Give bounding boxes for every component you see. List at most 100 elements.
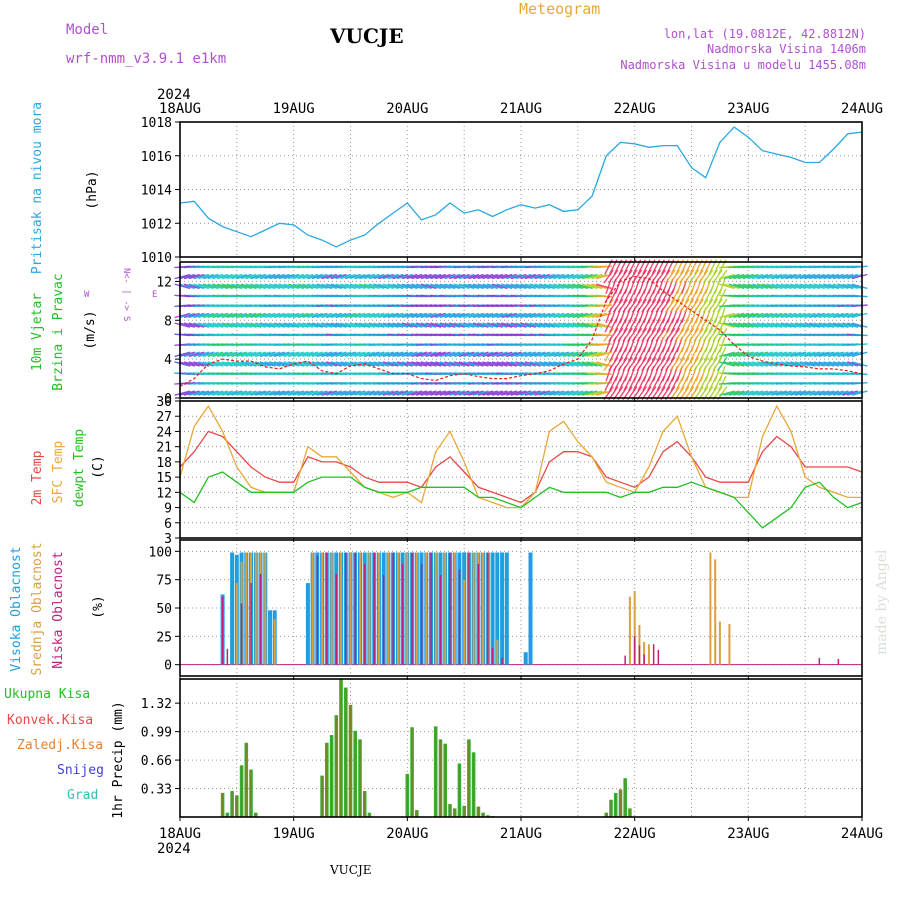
wind-barb xyxy=(828,273,844,280)
cloud-low-bar xyxy=(449,552,451,665)
wind-barb xyxy=(586,273,603,280)
wind-barb xyxy=(368,283,385,290)
wind-barb xyxy=(250,273,267,280)
wind-barb xyxy=(548,322,565,328)
ytick-label: 1018 xyxy=(141,116,172,131)
wind-barb xyxy=(406,351,423,358)
wind-barb xyxy=(766,361,783,367)
ytick-label: 0 xyxy=(164,659,172,674)
precip-conv-bar xyxy=(411,727,413,817)
wind-barb xyxy=(401,322,418,328)
wind-barb xyxy=(302,322,319,328)
wind-barb xyxy=(344,322,361,328)
ytick-label: 1016 xyxy=(141,150,172,165)
wind-barb xyxy=(842,273,859,280)
wind-barb xyxy=(226,322,243,328)
wind-barb xyxy=(832,273,849,280)
wind-barb xyxy=(174,351,191,358)
wind-barb xyxy=(458,390,475,396)
wind-barb xyxy=(757,351,773,358)
cloud-mid-bar xyxy=(633,591,636,665)
wind-barb xyxy=(562,273,579,280)
wind-barb xyxy=(430,322,446,328)
wind-barb xyxy=(738,322,754,328)
cloud-mid-bar xyxy=(482,552,485,665)
wind-barb xyxy=(728,390,745,396)
wind-barb xyxy=(311,390,328,396)
precip-conv-bar xyxy=(416,810,418,817)
wind-barb xyxy=(595,372,612,376)
wind-barb xyxy=(321,322,338,328)
wind-barb xyxy=(174,283,191,290)
precip-conv-bar xyxy=(463,805,465,817)
cloud-mid-bar xyxy=(406,552,409,665)
wind-barb xyxy=(231,361,248,367)
cloud-low-bar xyxy=(250,583,252,665)
wind-barb xyxy=(335,361,352,367)
wind-barb xyxy=(335,322,352,328)
wind-barb xyxy=(444,283,461,290)
wind-barb xyxy=(269,283,285,290)
wind-barb xyxy=(612,298,624,313)
wind-barb xyxy=(496,361,513,367)
wind-barb xyxy=(733,390,750,396)
elevation-label: Nadmorska Visina 1406m xyxy=(707,42,866,56)
wind-barb xyxy=(212,273,229,280)
wind-barb xyxy=(818,390,835,396)
wind-barb xyxy=(198,273,214,280)
wind-barb xyxy=(562,283,579,290)
wind-barb xyxy=(567,390,584,396)
wind-barb xyxy=(444,390,461,396)
precip-conv-bar xyxy=(454,808,456,817)
wind-barb xyxy=(660,357,671,371)
wind-barb xyxy=(747,361,764,367)
wind-barb xyxy=(439,390,456,396)
wind-barb xyxy=(506,351,522,358)
wind-barb xyxy=(591,312,608,319)
wind-barb xyxy=(307,273,323,280)
wind-barb xyxy=(529,273,546,280)
ytick-label: 6 xyxy=(164,517,172,532)
precip-conv-bar xyxy=(364,791,366,817)
wind-barb xyxy=(340,351,357,358)
wind-barb xyxy=(794,361,811,367)
wind-barb xyxy=(688,298,700,313)
wind-barb xyxy=(646,269,657,284)
cloud-label-3: Niska Oblacnost xyxy=(51,551,66,668)
wind-barb xyxy=(790,322,806,328)
wind-barb xyxy=(335,273,352,280)
wind-barb xyxy=(264,322,281,328)
wind-barb xyxy=(193,322,210,328)
wind-barb xyxy=(236,351,252,358)
precip-legend-conv: Konvek.Kisa xyxy=(7,713,93,728)
wind-barb xyxy=(655,269,666,284)
wind-barb xyxy=(188,361,205,367)
wind-barb xyxy=(273,390,290,396)
wind-barb xyxy=(631,327,643,342)
cloud-low-bar xyxy=(624,655,626,665)
wind-barb xyxy=(828,390,844,396)
cloud-low-bar xyxy=(439,575,442,665)
wind-barb xyxy=(818,361,835,367)
wind-barb xyxy=(524,312,541,319)
wind-barb xyxy=(430,361,446,367)
wind-barb xyxy=(406,312,423,319)
cloud-low-bar xyxy=(501,657,503,665)
wind-barb xyxy=(387,273,404,280)
wind-barb xyxy=(397,390,413,396)
wind-barb xyxy=(335,390,352,396)
wind-barb xyxy=(562,390,579,396)
wind-barb xyxy=(416,273,432,280)
wind-barb xyxy=(818,312,835,319)
wind-barb xyxy=(491,283,508,290)
wind-barb xyxy=(761,361,778,367)
wind-barb xyxy=(766,283,783,290)
wind-barb xyxy=(608,269,619,284)
wind-barb xyxy=(757,312,773,319)
temp-label-2: SFC Temp xyxy=(51,441,66,504)
wind-barb xyxy=(453,361,470,367)
wind-barb xyxy=(520,361,536,367)
cloud-low-bar xyxy=(638,645,641,665)
wind-barb xyxy=(496,283,513,290)
temp-label-3: dewpt Temp xyxy=(72,429,87,507)
